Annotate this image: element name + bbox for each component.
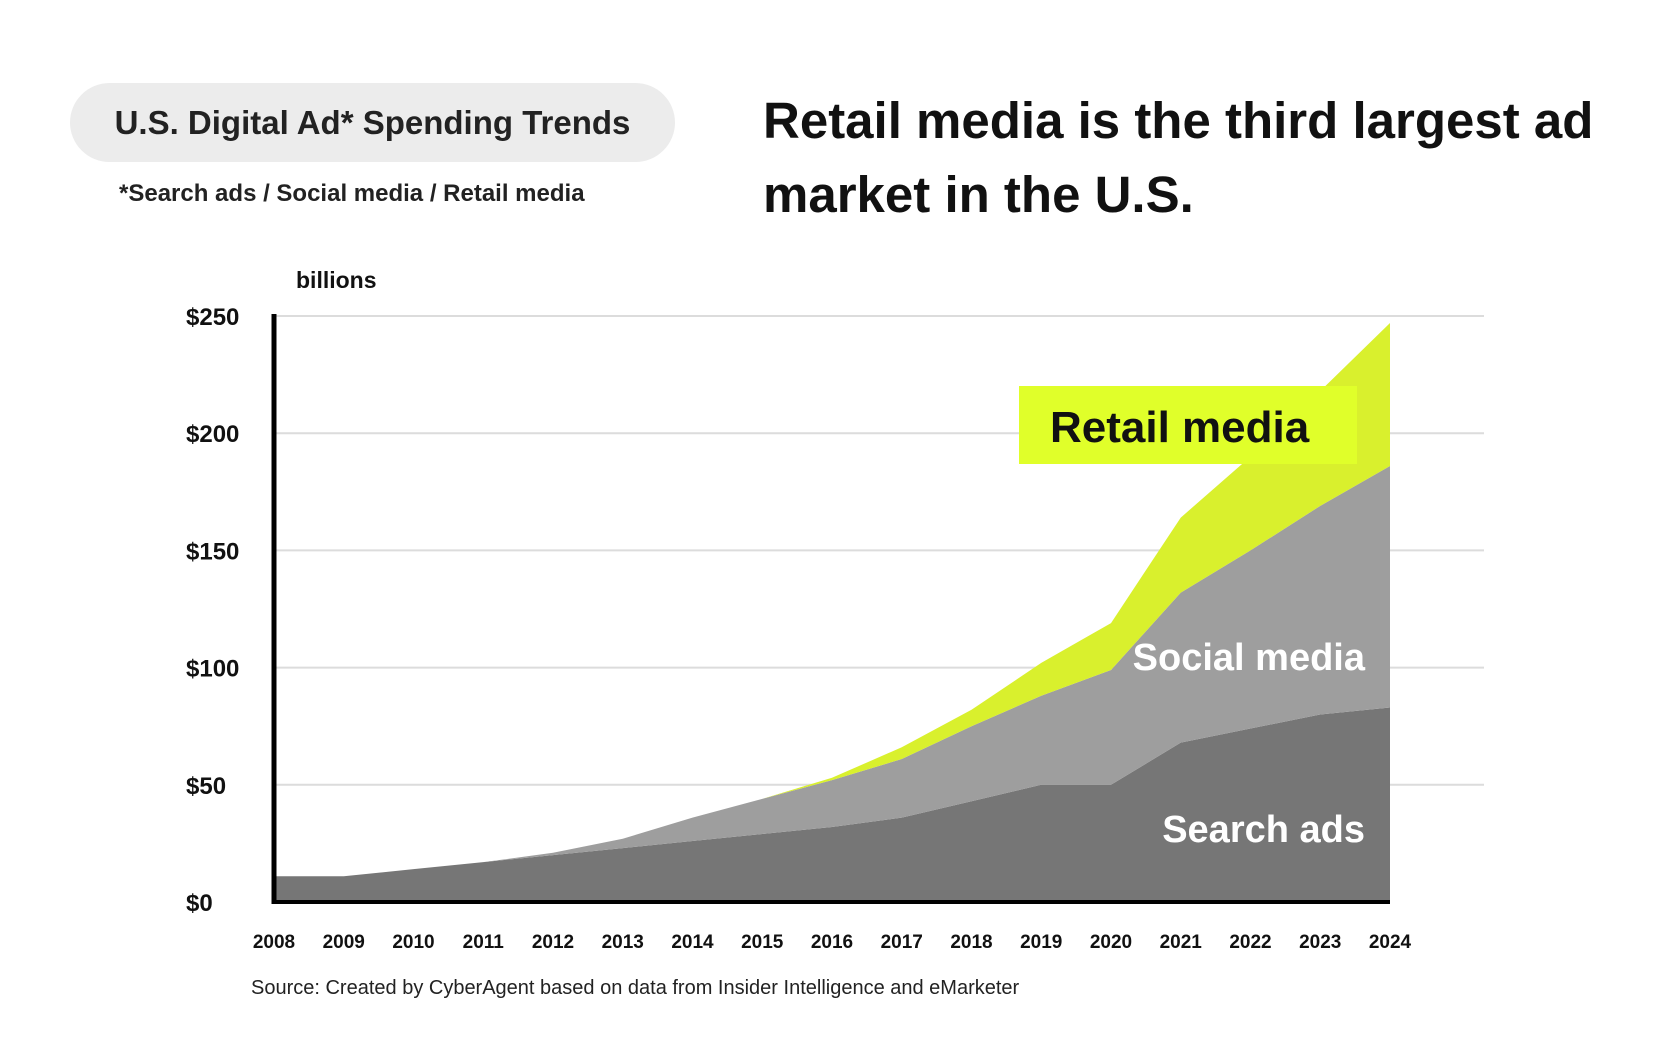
x-tick-label: 2012: [532, 932, 574, 953]
x-tick-label: 2011: [463, 932, 505, 953]
retail-media-label-box: [1019, 386, 1357, 464]
y-tick-label: $100: [186, 656, 239, 683]
chart-title-pill: U.S. Digital Ad* Spending Trends: [70, 83, 675, 162]
series-label-search-ads: Search ads: [1162, 809, 1365, 851]
y-tick-label: $150: [186, 538, 239, 565]
y-axis-unit-label: billions: [296, 267, 377, 293]
area-social-media: [274, 466, 1390, 877]
y-tick-label: $200: [186, 421, 239, 448]
headline: Retail media is the third largest ad mar…: [763, 92, 1594, 223]
x-tick-label: 2023: [1299, 932, 1341, 953]
x-tick-label: 2022: [1229, 932, 1271, 953]
x-tick-label: 2024: [1369, 932, 1412, 953]
x-tick-label: 2017: [881, 932, 923, 953]
x-tick-label: 2008: [253, 932, 295, 953]
x-tick-label: 2010: [392, 932, 434, 953]
x-tick-label: 2020: [1090, 932, 1132, 953]
area-search-ads: [274, 707, 1390, 902]
area-retail-media: [274, 323, 1390, 877]
y-tick-label: $50: [186, 773, 226, 800]
series-label-social-media: Social media: [1133, 637, 1366, 679]
source-note: Source: Created by CyberAgent based on d…: [251, 977, 1020, 999]
x-tick-label: 2009: [323, 932, 365, 953]
x-tick-label: 2018: [950, 932, 992, 953]
x-tick-label: 2015: [741, 932, 784, 953]
x-tick-label: 2019: [1020, 932, 1062, 953]
x-tick-label: 2013: [602, 932, 644, 953]
x-tick-label: 2014: [671, 932, 714, 953]
footnote: *Search ads / Social media / Retail medi…: [119, 180, 585, 207]
y-tick-label: $250: [186, 304, 239, 331]
y-tick-label: $0: [186, 890, 213, 917]
series-label-retail-media: Retail media: [1050, 403, 1310, 452]
chart-title: U.S. Digital Ad* Spending Trends: [114, 103, 631, 141]
x-tick-label: 2016: [811, 932, 853, 953]
x-tick-label: 2021: [1160, 932, 1203, 953]
